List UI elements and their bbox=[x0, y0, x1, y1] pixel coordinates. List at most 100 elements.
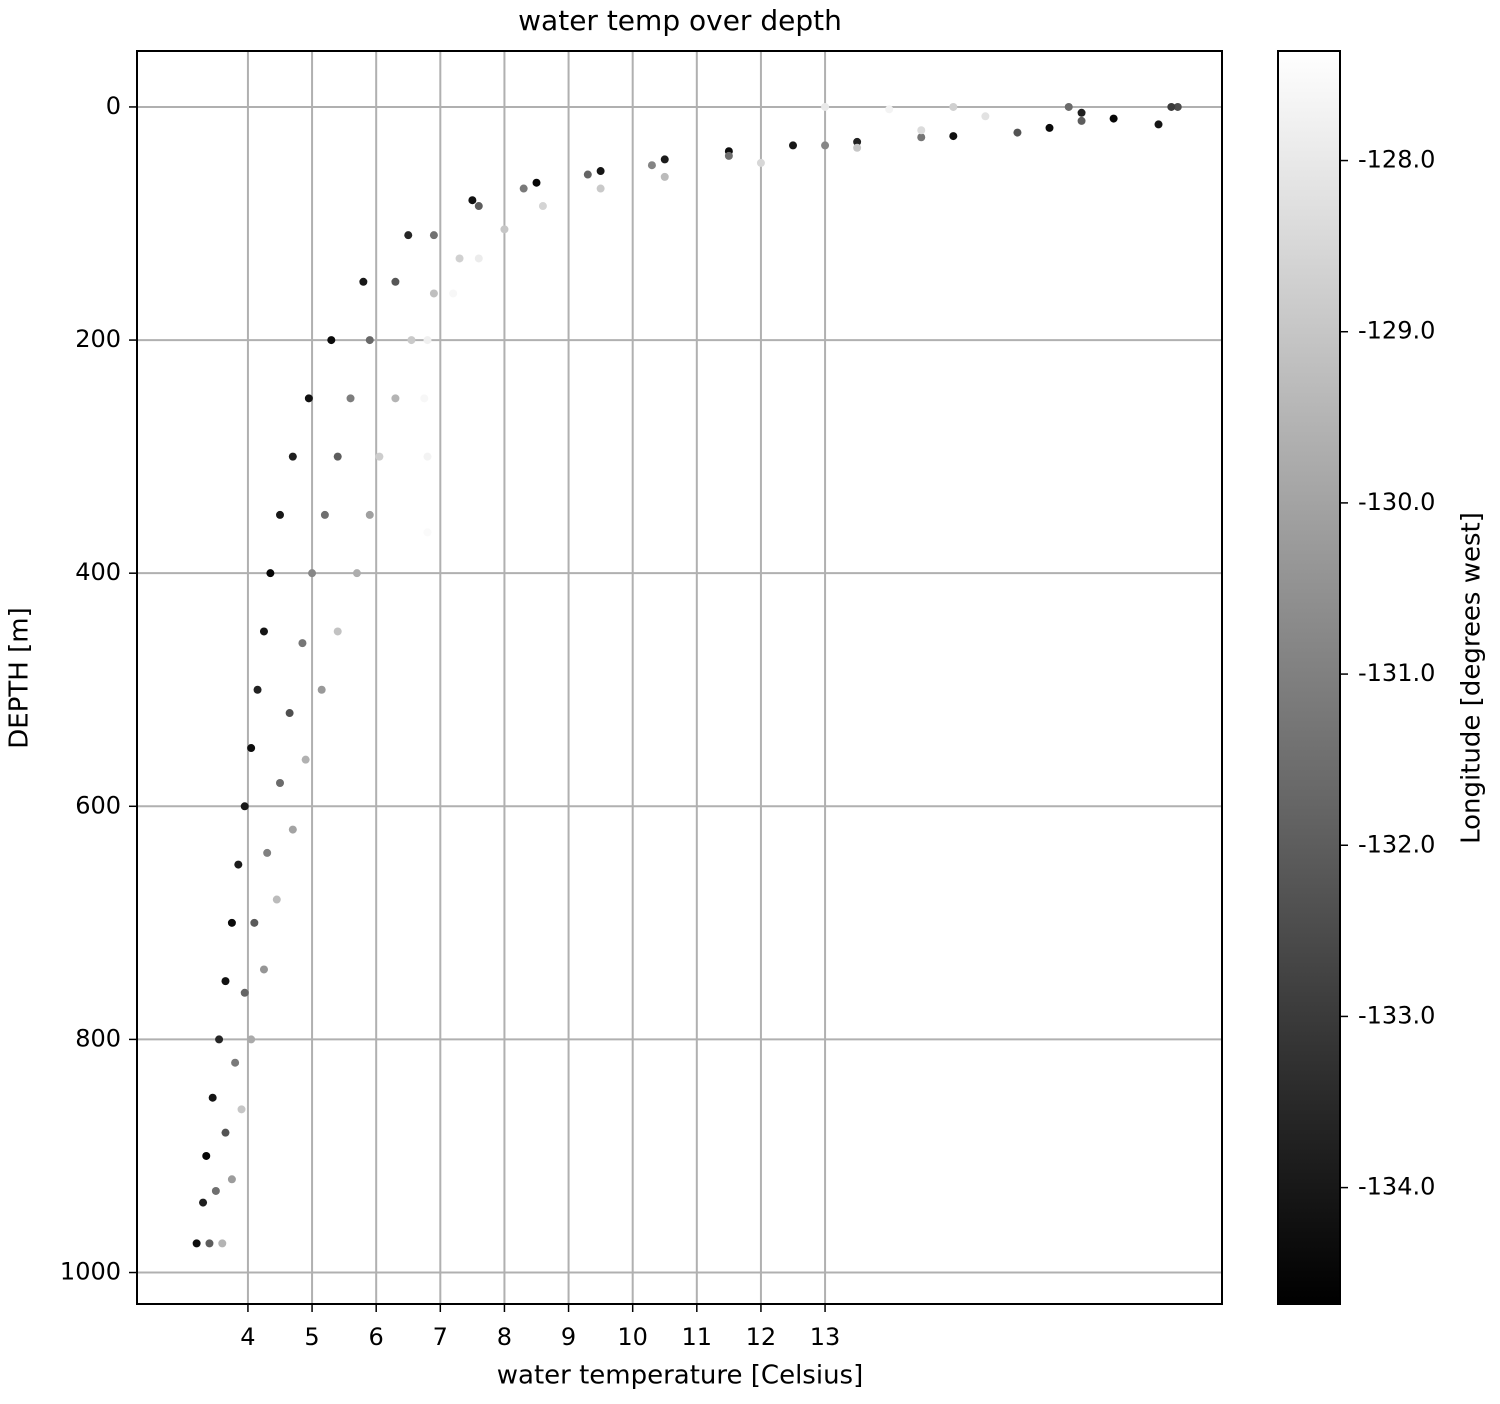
y-tick-label: 0 bbox=[106, 92, 121, 120]
scatter-point bbox=[304, 394, 313, 403]
colorbar bbox=[1277, 50, 1341, 1305]
colorbar-tick-label: -128.0 bbox=[1358, 146, 1435, 174]
scatter-point bbox=[885, 105, 894, 114]
scatter-point bbox=[429, 231, 438, 240]
x-tick-label: 5 bbox=[304, 1323, 319, 1351]
scatter-point bbox=[317, 685, 326, 694]
y-tick-label: 1000 bbox=[60, 1258, 121, 1286]
scatter-point bbox=[275, 778, 284, 787]
scatter-point bbox=[333, 452, 342, 461]
x-tick-label: 8 bbox=[497, 1323, 512, 1351]
scatter-point bbox=[789, 141, 798, 150]
plot-frame bbox=[136, 50, 1223, 1305]
scatter-point bbox=[468, 196, 477, 205]
scatter-point bbox=[208, 1093, 217, 1102]
x-tick-label: 13 bbox=[810, 1323, 841, 1351]
scatter-point bbox=[285, 709, 294, 718]
scatter-point bbox=[1045, 123, 1054, 132]
scatter-point bbox=[247, 1035, 256, 1044]
scatter-point bbox=[266, 569, 275, 578]
scatter-point bbox=[474, 254, 483, 263]
colorbar-tick-label: -129.0 bbox=[1358, 317, 1435, 345]
scatter-point bbox=[821, 102, 830, 111]
scatter-point bbox=[538, 202, 547, 211]
scatter-point bbox=[202, 1151, 211, 1160]
scatter-point bbox=[474, 202, 483, 211]
scatter-point bbox=[365, 510, 374, 519]
scatter-point bbox=[981, 112, 990, 121]
scatter-point bbox=[240, 802, 249, 811]
scatter-point bbox=[756, 158, 765, 167]
scatter-point bbox=[221, 1128, 230, 1137]
colorbar-label: Longitude [degrees west] bbox=[1457, 512, 1487, 844]
scatter-point bbox=[1167, 102, 1176, 111]
scatter-point bbox=[821, 141, 830, 150]
scatter-point bbox=[221, 977, 230, 986]
scatter-point bbox=[647, 161, 656, 170]
scatter-point bbox=[429, 289, 438, 298]
scatter-point bbox=[272, 895, 281, 904]
scatter-point bbox=[250, 918, 259, 927]
scatter-point bbox=[288, 825, 297, 834]
scatter-point bbox=[532, 178, 541, 187]
x-tick-label: 12 bbox=[746, 1323, 777, 1351]
scatter-point bbox=[1109, 114, 1118, 123]
scatter-point bbox=[205, 1239, 214, 1248]
scatter-point bbox=[275, 510, 284, 519]
x-tick-label: 6 bbox=[369, 1323, 384, 1351]
x-tick-label: 11 bbox=[682, 1323, 713, 1351]
x-tick-label: 7 bbox=[433, 1323, 448, 1351]
scatter-point bbox=[917, 126, 926, 135]
x-tick-label: 4 bbox=[240, 1323, 255, 1351]
scatter-point bbox=[949, 132, 958, 141]
scatter-point bbox=[365, 336, 374, 345]
scatter-point bbox=[215, 1035, 224, 1044]
y-axis-label: DEPTH [m] bbox=[5, 607, 35, 748]
scatter-point bbox=[1077, 108, 1086, 117]
scatter-point bbox=[423, 336, 432, 345]
y-tick-label: 200 bbox=[75, 325, 121, 353]
scatter-point bbox=[231, 1058, 240, 1067]
scatter-point bbox=[352, 569, 361, 578]
scatter-point bbox=[259, 627, 268, 636]
scatter-point bbox=[253, 685, 262, 694]
scatter-point bbox=[333, 627, 342, 636]
scatter-point bbox=[449, 289, 458, 298]
scatter-point bbox=[247, 744, 256, 753]
scatter-point bbox=[346, 394, 355, 403]
scatter-point bbox=[519, 184, 528, 193]
chart-title: water temp over depth bbox=[518, 4, 842, 37]
scatter-point bbox=[359, 277, 368, 286]
scatter-point bbox=[1064, 102, 1073, 111]
scatter-point bbox=[240, 988, 249, 997]
scatter-point bbox=[308, 569, 317, 578]
scatter-point bbox=[263, 848, 272, 857]
scatter-point bbox=[423, 452, 432, 461]
scatter-point bbox=[298, 639, 307, 648]
scatter-point bbox=[949, 102, 958, 111]
scatter-point bbox=[660, 155, 669, 164]
scatter-point bbox=[192, 1239, 201, 1248]
scatter-point bbox=[227, 918, 236, 927]
scatter-point bbox=[500, 225, 509, 234]
scatter-point bbox=[211, 1186, 220, 1195]
x-tick-label: 9 bbox=[561, 1323, 576, 1351]
scatter-point bbox=[1077, 116, 1086, 125]
colorbar-tick-label: -134.0 bbox=[1358, 1173, 1435, 1201]
scatter-point bbox=[660, 172, 669, 181]
y-tick-label: 800 bbox=[75, 1024, 121, 1052]
scatter-point bbox=[724, 151, 733, 160]
scatter-point bbox=[234, 860, 243, 869]
scatter-point bbox=[455, 254, 464, 263]
colorbar-tick-label: -133.0 bbox=[1358, 1001, 1435, 1029]
scatter-point bbox=[391, 277, 400, 286]
scatter-point bbox=[853, 137, 862, 146]
scatter-point bbox=[259, 965, 268, 974]
scatter-point bbox=[199, 1198, 208, 1207]
scatter-point bbox=[1154, 120, 1163, 129]
x-axis-label: water temperature [Celsius] bbox=[497, 1361, 864, 1391]
scatter-point bbox=[375, 452, 384, 461]
scatter-point bbox=[583, 170, 592, 179]
